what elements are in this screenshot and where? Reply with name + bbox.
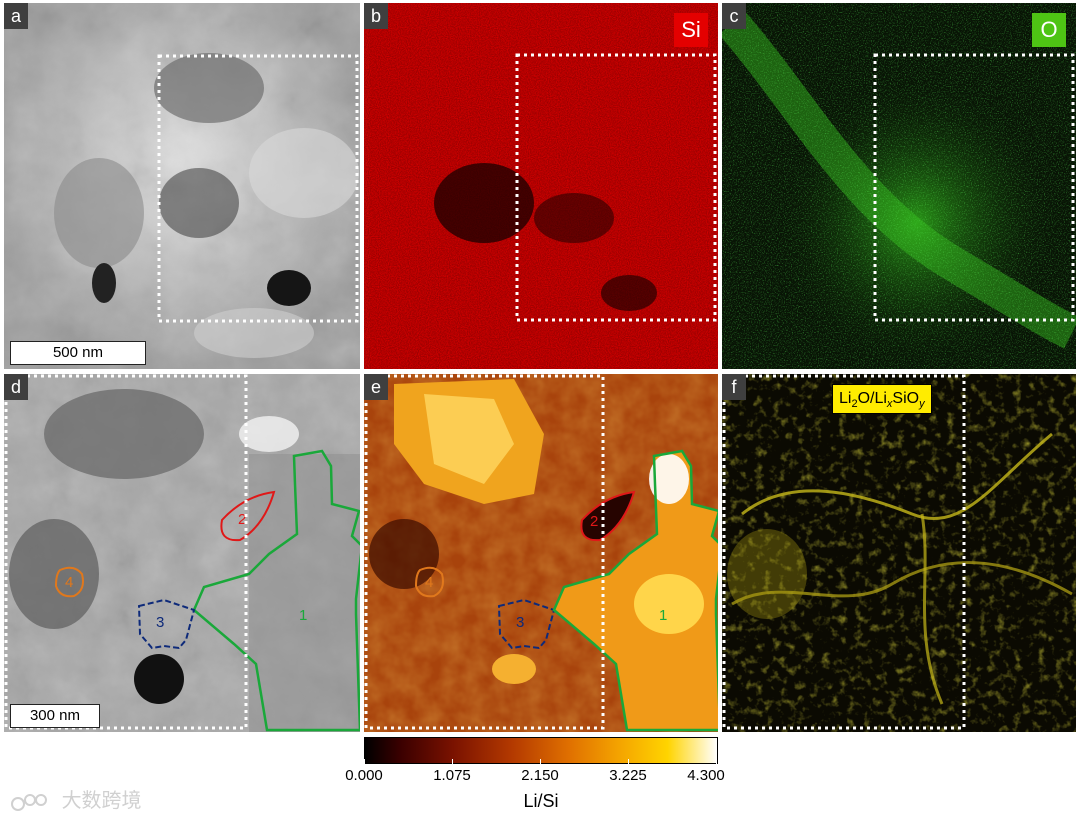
watermark-logo-icon (11, 793, 47, 811)
region-3-label: 3 (156, 614, 164, 631)
region-2-label: 2 (238, 511, 246, 528)
colorbar-tick-label-1: 1.075 (433, 767, 471, 784)
colorbar-tick-label-0: 0.000 (345, 767, 383, 784)
scale-bar-d: 300 nm (10, 704, 100, 728)
colorbar-tick-label-3: 3.225 (609, 767, 647, 784)
region-4-label-e: 4 (425, 574, 433, 591)
scale-bar-a: 500 nm (10, 341, 146, 365)
panel-b-label: b (364, 3, 388, 29)
colorbar-tick-4 (716, 759, 717, 765)
watermark-text: 大数跨境 (61, 790, 142, 812)
region-2-label-e: 2 (590, 513, 598, 530)
roi-box-a (157, 54, 359, 323)
panel-c-map (722, 3, 1076, 369)
panel-b-si-map: b Si (364, 3, 718, 369)
panel-a-tem-image: a 500 nm (4, 3, 360, 369)
panel-e-label: e (364, 374, 388, 400)
region-4-outline (54, 566, 84, 598)
panel-c-label: c (722, 3, 746, 29)
panel-a-micrograph (4, 3, 360, 369)
phase-badge: Li2O/LixSiOy (832, 384, 932, 414)
region-1-label-e: 1 (659, 607, 667, 624)
region-3-label-e: 3 (516, 614, 524, 631)
panel-e-ratio-map: 1 2 3 4 e (364, 374, 718, 732)
region-1-outline-e (552, 449, 718, 732)
colorbar-tick-label-4: 4.300 (687, 767, 725, 784)
panel-d-zoom-image: 1 2 3 4 d 300 nm (4, 374, 360, 732)
region-4-label: 4 (65, 574, 73, 591)
colorbar-tick-3 (628, 759, 629, 765)
region-4-outline-e (414, 566, 444, 598)
si-element-badge: Si (674, 13, 708, 47)
o-element-badge: O (1032, 13, 1066, 47)
panel-f-phase-map: f Li2O/LixSiOy (722, 374, 1076, 732)
roi-box-d (4, 374, 248, 730)
roi-box-c (873, 53, 1075, 322)
panel-f-label: f (722, 374, 746, 400)
li-si-colorbar (364, 737, 718, 764)
colorbar-tick-label-2: 2.150 (521, 767, 559, 784)
roi-box-b (515, 53, 717, 322)
panel-f-map (722, 374, 1076, 732)
panel-b-map (364, 3, 718, 369)
colorbar-tick-0 (364, 759, 365, 765)
watermark: 大数跨境 (10, 784, 142, 814)
colorbar-tick-1 (452, 759, 453, 765)
region-3-outline-e (497, 598, 556, 650)
panel-e-map: 1 2 3 4 (364, 374, 718, 732)
region-1-label: 1 (299, 607, 307, 624)
colorbar-title: Li/Si (523, 791, 559, 811)
panel-a-label: a (4, 3, 28, 29)
region-2-outline-e (580, 490, 636, 542)
panel-d-label: d (4, 374, 28, 400)
roi-box-e (364, 374, 605, 730)
region-3-outline (137, 598, 196, 650)
roi-box-f (722, 374, 966, 730)
panel-d-micrograph: 1 2 3 4 (4, 374, 360, 732)
panel-c-o-map: c O (722, 3, 1076, 369)
colorbar-tick-2 (540, 759, 541, 765)
region-1-outline (192, 449, 360, 732)
